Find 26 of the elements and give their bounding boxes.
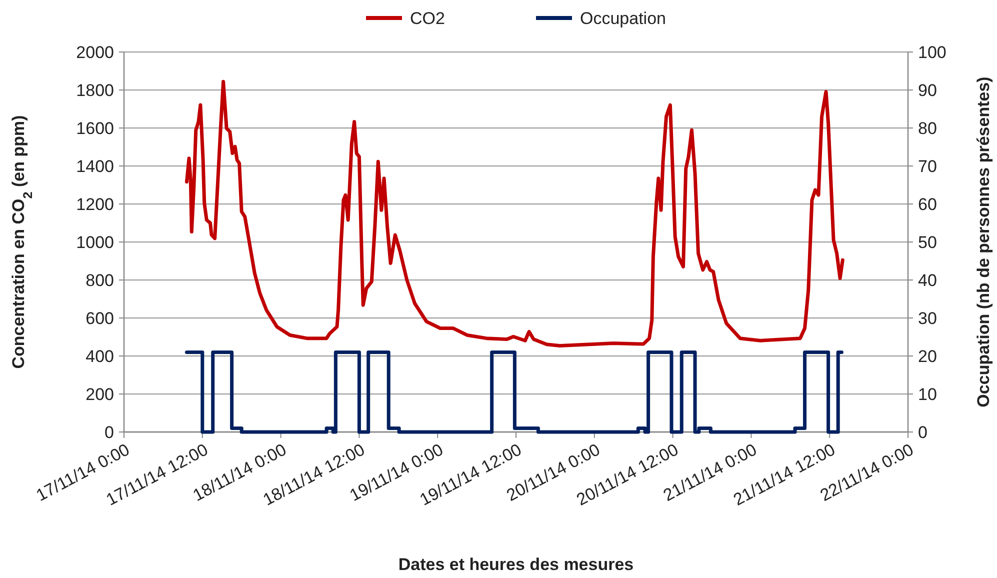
y2-tick-label: 30 <box>918 308 937 328</box>
y2-tick-label: 90 <box>918 80 937 100</box>
y-tick-label: 600 <box>86 308 114 328</box>
y2-tick-label: 60 <box>918 194 937 214</box>
y-tick-label: 2000 <box>76 42 114 62</box>
y-tick-label: 0 <box>104 422 114 442</box>
y2-axis-title: Occupation (nb de personnes présentes) <box>974 76 993 408</box>
y2-tick-label: 20 <box>918 346 937 366</box>
y2-tick-label: 10 <box>918 384 937 404</box>
y-tick-label: 1400 <box>76 156 114 176</box>
y-tick-label: 1800 <box>76 80 114 100</box>
y2-tick-label: 100 <box>918 42 946 62</box>
x-axis-title: Dates et heures des mesures <box>398 555 634 574</box>
y2-tick-label: 40 <box>918 270 937 290</box>
y-tick-label: 200 <box>86 384 114 404</box>
legend-label: Occupation <box>580 8 666 28</box>
y-tick-label: 800 <box>86 270 114 290</box>
y-tick-label: 1200 <box>76 194 114 214</box>
y2-tick-label: 70 <box>918 156 937 176</box>
y2-tick-label: 80 <box>918 118 937 138</box>
legend-label: CO2 <box>410 8 445 28</box>
y-tick-label: 1000 <box>76 232 114 252</box>
y-tick-label: 400 <box>86 346 114 366</box>
y2-tick-label: 50 <box>918 232 937 252</box>
y-tick-label: 1600 <box>76 118 114 138</box>
y2-tick-label: 0 <box>918 422 928 442</box>
